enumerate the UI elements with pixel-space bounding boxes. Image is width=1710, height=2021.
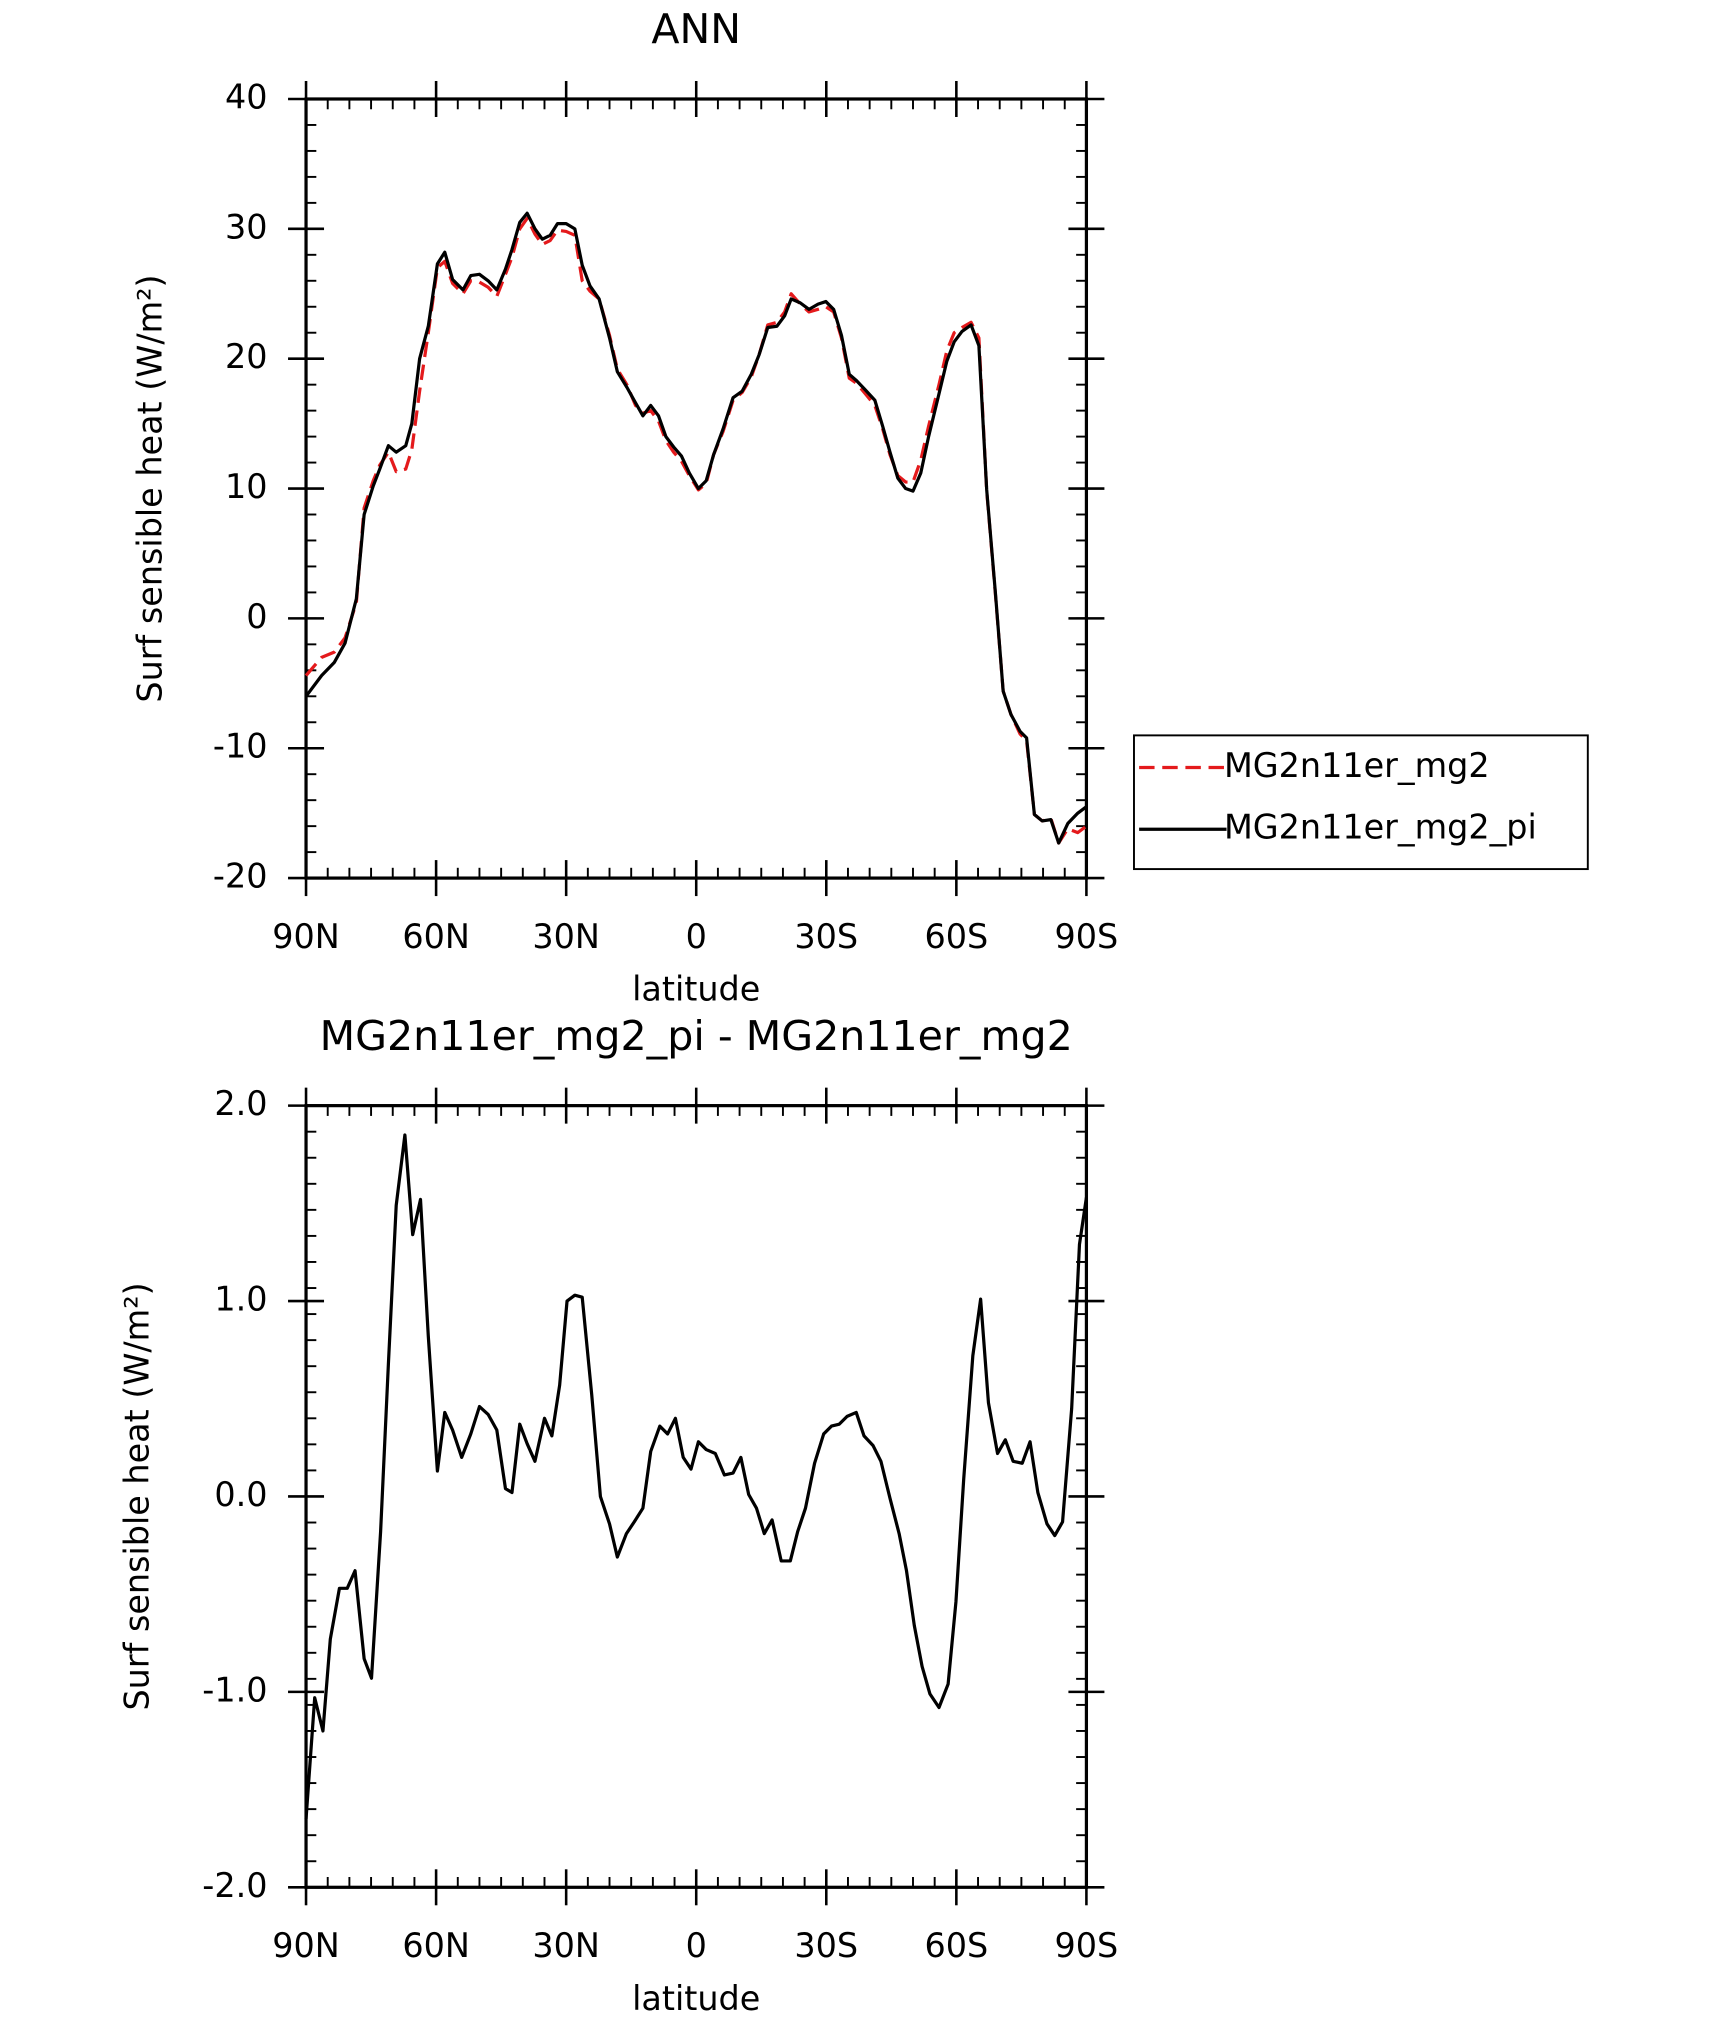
series-line bbox=[304, 211, 1088, 845]
x-axis-label: latitude bbox=[632, 970, 760, 1009]
x-tick-label: 30N bbox=[532, 917, 600, 956]
plot-frame bbox=[304, 97, 1089, 880]
y-axis-label: Surf sensible heat (W/m²) bbox=[117, 1282, 156, 1710]
y-tick-label: 2.0 bbox=[214, 1084, 267, 1123]
y-tick-label: 0 bbox=[246, 597, 267, 636]
x-tick-label: 30N bbox=[532, 1926, 600, 1965]
y-axis-label: Surf sensible heat (W/m²) bbox=[130, 274, 169, 702]
series-line bbox=[304, 1133, 1089, 1820]
y-tick-label: 1.0 bbox=[214, 1280, 267, 1319]
x-axis-label: latitude bbox=[632, 1979, 760, 2018]
y-tick-label: -1.0 bbox=[202, 1670, 267, 1709]
chart-title: MG2n11er_mg2_pi - MG2n11er_mg2 bbox=[320, 1012, 1073, 1060]
legend-label: MG2n11er_mg2 bbox=[1224, 746, 1490, 785]
x-tick-label: 90S bbox=[1055, 917, 1119, 956]
y-tick-label: 0.0 bbox=[214, 1475, 267, 1514]
x-tick-label: 60N bbox=[402, 1926, 470, 1965]
legend-box bbox=[1133, 734, 1589, 871]
x-tick-label: 30S bbox=[794, 1926, 858, 1965]
x-tick-label: 90N bbox=[272, 917, 340, 956]
chart-title: ANN bbox=[651, 5, 741, 53]
y-tick-label: -10 bbox=[213, 727, 268, 766]
y-tick-label: 40 bbox=[225, 77, 268, 116]
x-tick-label: 60S bbox=[924, 1926, 988, 1965]
x-tick-label: 60S bbox=[924, 917, 988, 956]
x-tick-label: 30S bbox=[794, 917, 858, 956]
y-tick-label: 20 bbox=[225, 337, 268, 376]
y-tick-label: -2.0 bbox=[202, 1866, 267, 1905]
plot-frame bbox=[304, 1104, 1089, 1889]
y-tick-label: 30 bbox=[225, 207, 268, 246]
y-tick-label: -20 bbox=[213, 857, 268, 896]
x-tick-label: 90N bbox=[272, 1926, 340, 1965]
x-tick-label: 90S bbox=[1055, 1926, 1119, 1965]
legend-label: MG2n11er_mg2_pi bbox=[1224, 808, 1537, 847]
series-line bbox=[304, 216, 1088, 845]
x-tick-label: 0 bbox=[686, 917, 707, 956]
x-tick-label: 60N bbox=[402, 917, 470, 956]
x-tick-label: 0 bbox=[686, 1926, 707, 1965]
y-tick-label: 10 bbox=[225, 467, 268, 506]
